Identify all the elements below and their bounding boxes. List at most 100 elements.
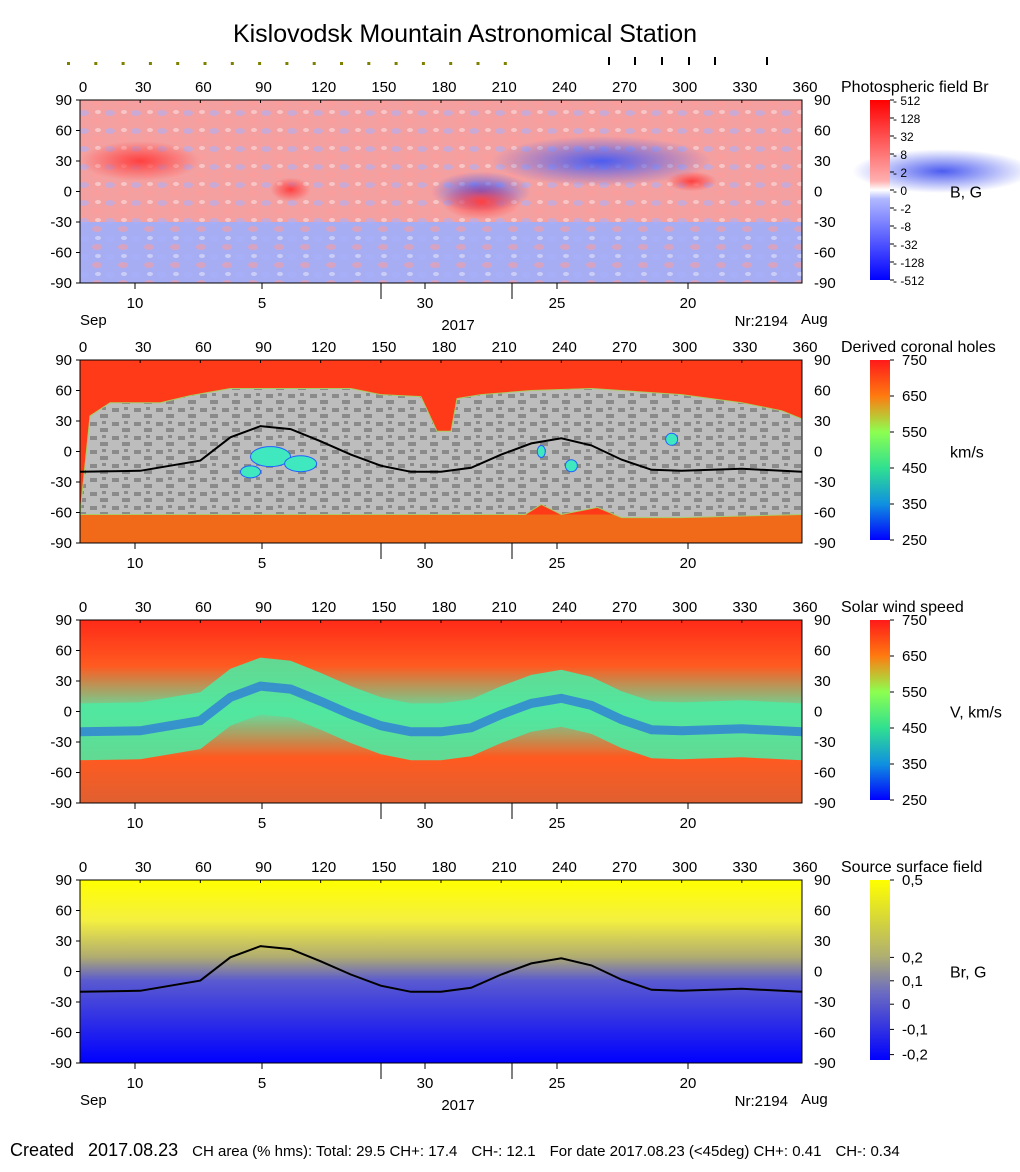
colorbar-label: km/s: [950, 445, 984, 462]
colorbar-tick-label: 550: [902, 684, 927, 701]
y-tick-label-right: 90: [814, 92, 831, 109]
negative-field-region: [491, 136, 712, 186]
y-tick-label-right: 60: [814, 383, 831, 400]
colorbar-tick-label: - 32: [893, 130, 914, 144]
date-tick-label: 30: [417, 295, 434, 312]
y-tick-label-right: 30: [814, 933, 831, 950]
y-tick-label-left: 0: [64, 444, 72, 461]
x-tick-label: 300: [672, 859, 697, 876]
x-tick-label: 300: [672, 339, 697, 356]
colorbar-tick-label: - 0: [893, 184, 907, 198]
marker-dot: [94, 62, 98, 65]
month-right-label: Aug: [801, 311, 828, 328]
colorbar: [870, 360, 890, 540]
marker-dot: [312, 62, 316, 65]
colorbar-tick-label: 750: [902, 352, 927, 369]
y-tick-label-right: 90: [814, 352, 831, 369]
marker-dot: [203, 62, 207, 65]
date-tick-label: 20: [680, 815, 697, 832]
date-tick-label: 20: [680, 1075, 697, 1092]
ch-area: CH area (% hms): Total: 29.5 CH+: 17.4: [192, 1143, 458, 1160]
x-tick-label: 120: [311, 79, 336, 96]
y-tick-label-right: -60: [814, 505, 836, 522]
y-tick-label-left: -30: [50, 994, 72, 1011]
date-tick-label: 5: [258, 815, 266, 832]
x-tick-label: 60: [195, 339, 212, 356]
x-tick-label: 60: [195, 599, 212, 616]
y-tick-label-right: -60: [814, 765, 836, 782]
x-tick-label: 90: [255, 79, 272, 96]
x-tick-label: 330: [732, 339, 757, 356]
marker-dot: [503, 62, 507, 65]
colorbar-label: V, km/s: [950, 705, 1002, 722]
x-tick-label: 180: [431, 859, 456, 876]
colorbar-tick-label: 350: [902, 496, 927, 513]
colorbar-tick-label: 650: [902, 648, 927, 665]
marker-dot: [148, 62, 152, 65]
x-tick-label: 300: [672, 79, 697, 96]
y-tick-label-left: -90: [50, 795, 72, 812]
x-tick-label: 270: [612, 79, 637, 96]
coronal-hole-region: [79, 387, 803, 519]
marker-tick: [714, 57, 716, 65]
colorbar-tick-label: 450: [902, 460, 927, 477]
colorbar: [870, 100, 890, 280]
ch-minus-date: CH-: 0.34: [835, 1143, 900, 1160]
neutral-line: [79, 945, 803, 993]
y-tick-label-right: -30: [814, 214, 836, 231]
positive-field-region: [666, 171, 717, 192]
date-tick-label: 5: [258, 555, 266, 572]
date-tick-label: 25: [549, 555, 566, 572]
x-tick-label: 60: [195, 79, 212, 96]
colorbar-tick-label: - 512: [893, 94, 921, 108]
colorbar-tick-label: 0,2: [902, 949, 923, 966]
neutral-line: [79, 425, 803, 473]
x-tick-label: 360: [792, 859, 817, 876]
y-tick-label-left: 30: [55, 933, 72, 950]
marker-dot: [394, 62, 398, 65]
ch-minus: CH-: 12.1: [471, 1143, 536, 1160]
y-tick-label-right: 0: [814, 444, 822, 461]
x-tick-label: 210: [492, 79, 517, 96]
y-tick-label-left: -60: [50, 1025, 72, 1042]
marker-dot: [449, 62, 453, 65]
y-tick-label-right: 0: [814, 964, 822, 981]
colorbar-tick-label: - -8: [893, 220, 911, 234]
y-tick-label-right: 0: [814, 704, 822, 721]
colorbar-tick-label: 350: [902, 756, 927, 773]
y-tick-label-left: 0: [64, 704, 72, 721]
x-tick-label: 90: [255, 599, 272, 616]
date-tick-label: 30: [417, 1075, 434, 1092]
y-tick-label-right: -30: [814, 474, 836, 491]
x-tick-label: 90: [255, 859, 272, 876]
x-tick-label: 210: [492, 599, 517, 616]
y-tick-label-right: 0: [814, 184, 822, 201]
x-tick-label: 150: [371, 339, 396, 356]
x-tick-label: 300: [672, 599, 697, 616]
x-tick-label: 240: [552, 599, 577, 616]
marker-tick: [766, 57, 768, 65]
x-tick-label: 240: [552, 79, 577, 96]
x-tick-label: 30: [135, 339, 152, 356]
colorbar-tick-label: - -512: [893, 274, 925, 288]
x-tick-label: 150: [371, 859, 396, 876]
y-tick-label-right: -90: [814, 275, 836, 292]
x-tick-label: 90: [255, 339, 272, 356]
colorbar-tick-label: - 128: [893, 112, 921, 126]
for-date: For date 2017.08.23 (<45deg) CH+: 0.41: [549, 1143, 822, 1160]
y-tick-label-left: -90: [50, 535, 72, 552]
date-tick-label: 10: [127, 1075, 144, 1092]
y-tick-label-right: 30: [814, 153, 831, 170]
open-field-patch: [665, 432, 679, 446]
date-tick-label: 30: [417, 815, 434, 832]
marker-tick: [688, 57, 690, 65]
x-tick-label: 210: [492, 859, 517, 876]
y-tick-label-left: 0: [64, 184, 72, 201]
y-tick-label-left: -30: [50, 734, 72, 751]
x-tick-label: 270: [612, 599, 637, 616]
y-tick-label-right: 60: [814, 123, 831, 140]
x-tick-label: 180: [431, 79, 456, 96]
x-tick-label: 150: [371, 599, 396, 616]
